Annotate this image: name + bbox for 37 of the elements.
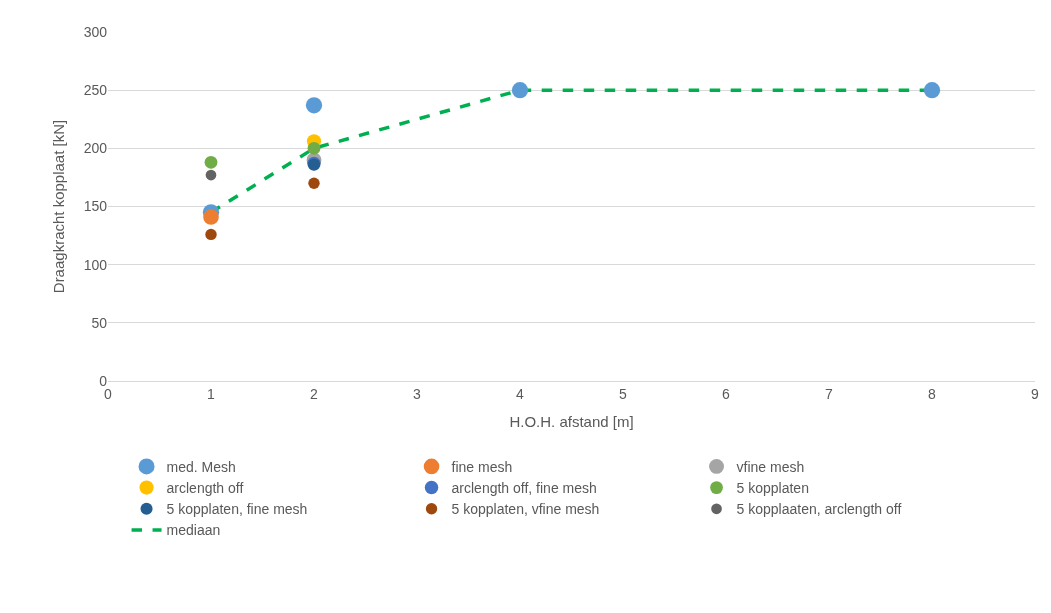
x-axis-title: H.O.H. afstand [m] (509, 412, 634, 430)
legend-label: 5 kopplaaten, arclength off (736, 501, 902, 518)
point (305, 97, 323, 114)
point (511, 82, 529, 99)
point (307, 141, 321, 155)
x-tick-label: 6 (722, 385, 731, 402)
legend-label: 5 kopplaten, fine mesh (166, 501, 308, 518)
point (923, 82, 941, 99)
point (308, 177, 320, 189)
point (203, 209, 219, 225)
y-tick-label: 50 (91, 314, 108, 331)
y-tick-label: 100 (83, 256, 108, 273)
legend-label: 5 kopplaten (736, 480, 809, 497)
legend-label: mediaan (166, 522, 221, 539)
y-tick-label: 150 (83, 198, 108, 215)
x-tick-label: 1 (207, 385, 216, 402)
x-tick-label: 3 (413, 385, 422, 402)
legend-label: vfine mesh (736, 458, 805, 475)
legend-label: arclength off (166, 480, 244, 497)
y-tick-label: 0 (99, 372, 108, 389)
legend-label: med. Mesh (166, 458, 236, 475)
legend-label: arclength off, fine mesh (451, 480, 597, 497)
y-tick-label: 300 (83, 23, 108, 40)
legend-label: fine mesh (451, 458, 513, 475)
y-axis-title: Draagkracht kopplaat [kN] (49, 119, 67, 294)
x-tick-label: 7 (825, 385, 834, 402)
y-tick-label: 250 (83, 82, 108, 99)
x-tick-label: 4 (516, 385, 525, 402)
legend-label: 5 kopplaten, vfine mesh (451, 501, 600, 518)
x-tick-label: 5 (619, 385, 628, 402)
point (204, 155, 218, 169)
point (205, 228, 217, 241)
x-tick-label: 2 (310, 385, 319, 402)
x-tick-label: 9 (1031, 385, 1040, 402)
x-tick-label: 8 (928, 385, 937, 402)
point (205, 169, 217, 181)
y-tick-label: 200 (83, 140, 108, 157)
